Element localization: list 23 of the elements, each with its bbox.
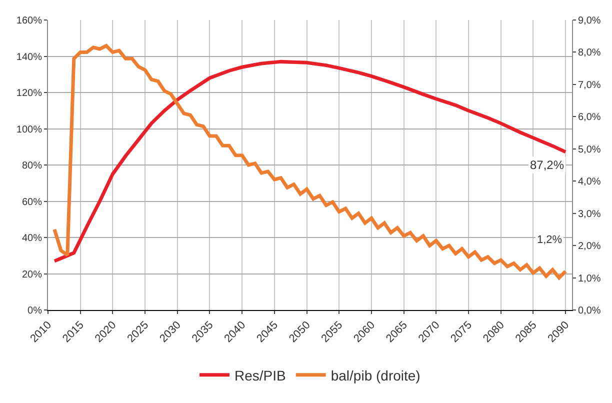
- annotation: 1,2%: [537, 234, 562, 246]
- y-tick-label: 120%: [16, 88, 42, 99]
- y2-tick-label: 6,0%: [578, 112, 601, 124]
- y-tick-label: 0%: [28, 306, 42, 316]
- y2-tick-label: 7,0%: [578, 80, 601, 91]
- y2-tick-label: 3,0%: [578, 208, 601, 220]
- y2-tick-label: 1,0%: [578, 273, 601, 284]
- y-tick-label: 160%: [16, 16, 42, 26]
- annotation: 87,2%: [530, 158, 564, 172]
- y-tick-label: 60%: [22, 196, 42, 208]
- y2-tick-label: 0,0%: [578, 306, 601, 316]
- y-tick-label: 40%: [22, 233, 42, 244]
- legend-label: Res/PIB: [234, 367, 286, 384]
- y2-tick-label: 9,0%: [578, 16, 601, 26]
- y2-tick-label: 4,0%: [578, 176, 601, 188]
- y-tick-label: 20%: [22, 269, 42, 280]
- y-tick-label: 140%: [16, 52, 42, 63]
- y2-tick-label: 8,0%: [578, 48, 601, 59]
- legend-label: bal/pib (droite): [330, 367, 420, 384]
- y2-tick-label: 5,0%: [578, 144, 601, 156]
- y-tick-label: 80%: [22, 160, 42, 172]
- y2-tick-label: 2,0%: [578, 241, 601, 252]
- y-tick-label: 100%: [16, 124, 42, 136]
